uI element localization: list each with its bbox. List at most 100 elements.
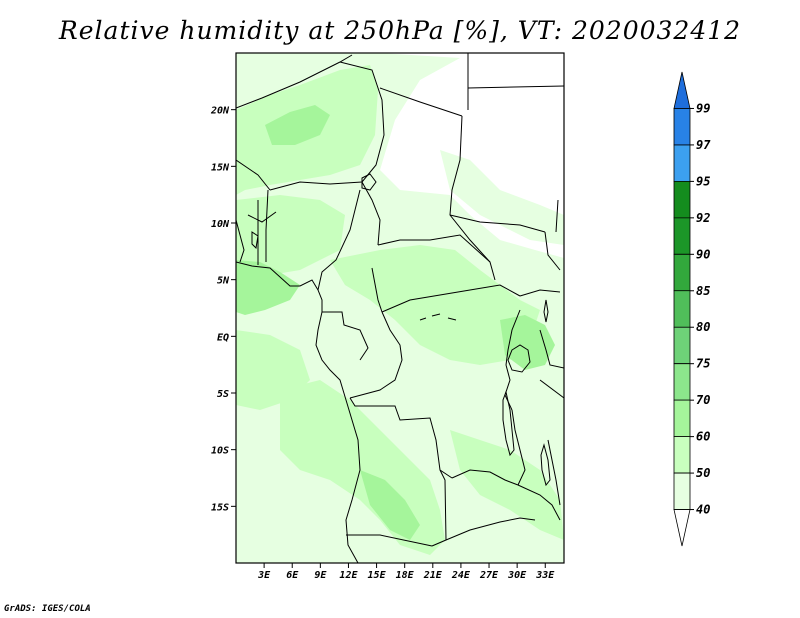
lon-tick-label: 3E <box>257 570 271 581</box>
border-eritrea-ethiopia <box>555 199 559 233</box>
border-sudan-ssudan <box>449 214 546 233</box>
border-gabon-congo <box>322 311 369 361</box>
lon-tick-label: 15E <box>368 570 387 581</box>
shade-region-core-north <box>265 105 330 145</box>
grads-credit: GrADS: IGES/COLA <box>4 604 91 614</box>
colorbar-label: 99 <box>696 101 710 115</box>
lake-malawi <box>540 443 551 487</box>
border-angola-zambia <box>431 469 447 547</box>
border-ssudan-ethiopia <box>544 231 561 271</box>
border-tanzania-kenya <box>539 379 564 399</box>
colorbar-label: 75 <box>696 357 710 371</box>
border-drc-zambia <box>451 469 519 486</box>
lon-tick-label: 24E <box>451 570 471 581</box>
colorbar-segment <box>673 71 691 109</box>
colorbar-label: 95 <box>696 174 710 188</box>
colorbar-segment <box>673 217 691 255</box>
colorbar-segment <box>673 509 691 547</box>
colorbar-segment <box>673 108 691 146</box>
border-kenya-uganda <box>539 329 564 369</box>
lat-tick-label: 10N <box>211 219 230 230</box>
colorbar-segment <box>673 436 691 474</box>
colorbar-label: 90 <box>696 247 710 261</box>
coastline-guinea-west <box>236 219 245 263</box>
map-title: Relative humidity at 250hPa [%], VT: 202… <box>58 16 742 45</box>
colorbar-segment <box>673 180 691 219</box>
border-niger-chad <box>361 181 381 246</box>
colorbar-label: 50 <box>696 466 710 480</box>
colorbar-segment <box>673 326 691 365</box>
humidity-shading <box>236 53 564 563</box>
border-chad-libya <box>379 87 463 117</box>
colorbar-segment <box>673 399 691 438</box>
longitude-axis: 3E 6E 9E 12E 15E 18E 21E 24E 27E 30E 33E <box>257 563 555 581</box>
border-congo-drc <box>349 311 403 399</box>
congo-river-islands <box>419 313 457 321</box>
colorbar-segment <box>673 253 691 292</box>
border-drc-tanzania <box>511 409 526 486</box>
colorbar: 40 50 60 70 75 80 85 90 92 95 97 99 <box>673 71 711 547</box>
lon-tick-label: 27E <box>479 570 499 581</box>
border-egypt-sudan <box>467 85 564 89</box>
shade-region-north-east <box>440 150 564 245</box>
border-car-cameroon <box>371 267 383 313</box>
lat-tick-label: 5S <box>217 389 229 400</box>
lon-tick-label: 6E <box>286 570 299 581</box>
lat-tick-label: 5N <box>217 276 230 287</box>
lat-tick-label: 15S <box>211 502 229 513</box>
shade-region-core-south <box>360 470 420 540</box>
lat-tick-label: EQ <box>217 332 229 343</box>
shade-region-core-gulf <box>236 260 300 315</box>
colorbar-segment <box>673 144 691 182</box>
lon-tick-label: 9E <box>314 570 327 581</box>
colorbar-label: 97 <box>696 138 711 152</box>
border-niger-libya <box>339 61 385 183</box>
colorbar-label: 70 <box>696 393 710 407</box>
border-nigeria-cameroon <box>317 189 361 291</box>
latitude-axis: 20N 15N 10N 5N EQ 5S 10S 15S <box>210 106 236 513</box>
lake-volta <box>251 231 259 250</box>
border-angola-namibia <box>346 534 433 547</box>
lon-tick-label: 30E <box>507 570 527 581</box>
lake-tanganyika <box>502 390 515 457</box>
lake-victoria <box>507 344 531 373</box>
border-malawi <box>547 439 561 506</box>
lon-tick-label: 18E <box>396 570 415 581</box>
border-car-drc <box>381 284 521 313</box>
shade-region-core-east <box>500 315 555 370</box>
colorbar-segment <box>673 290 691 328</box>
coastline-west <box>236 261 361 563</box>
shade-region-central-africa <box>330 245 540 365</box>
lon-tick-label: 33E <box>535 570 555 581</box>
colorbar-segment <box>673 472 691 510</box>
colorbar-segment <box>673 363 691 401</box>
lat-tick-label: 15N <box>211 162 230 173</box>
lake-chad <box>361 173 377 191</box>
border-zambia-zimbabwe <box>445 517 536 541</box>
border-zambia-mozambique <box>517 484 561 521</box>
lat-tick-label: 10S <box>211 446 229 457</box>
border-mali-burkina <box>236 159 271 191</box>
colorbar-label: 85 <box>696 284 710 298</box>
shade-region-southeast <box>450 430 564 540</box>
border-drc-angola <box>349 397 453 479</box>
lon-tick-label: 21E <box>423 570 443 581</box>
border-benin <box>265 189 269 262</box>
border-mali-algeria <box>236 54 353 109</box>
border-drc-uganda <box>505 309 521 366</box>
colorbar-label: 40 <box>696 503 710 517</box>
border-burkina-ghana <box>247 211 277 223</box>
colorbar-label: 92 <box>696 211 710 225</box>
border-ssudan-uganda <box>519 289 561 297</box>
map-frame <box>235 52 565 564</box>
border-chad-car <box>377 234 491 263</box>
colorbar-label: 80 <box>696 320 710 334</box>
lon-tick-label: 12E <box>339 570 358 581</box>
colorbar-label: 60 <box>696 430 710 444</box>
lat-tick-label: 20N <box>210 106 230 117</box>
shade-region-angola <box>236 330 310 410</box>
country-borders <box>236 53 564 563</box>
lake-turkana <box>543 299 549 323</box>
border-niger-nigeria <box>269 181 363 191</box>
